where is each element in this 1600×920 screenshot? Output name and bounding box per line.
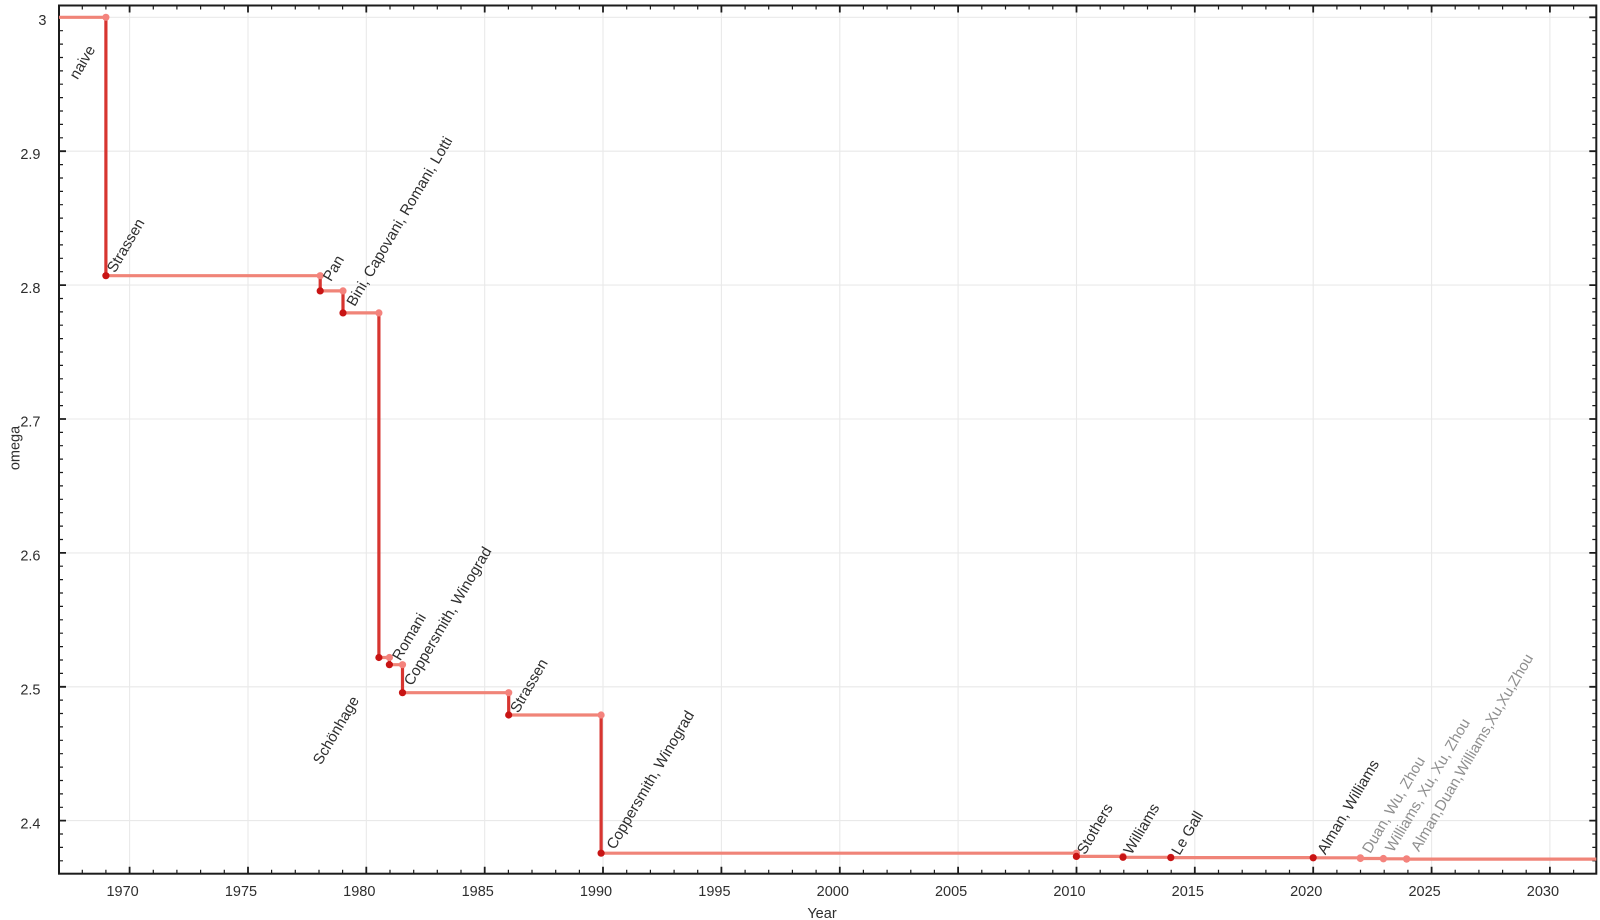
svg-text:1985: 1985 xyxy=(462,884,494,900)
svg-text:2030: 2030 xyxy=(1527,884,1559,900)
svg-text:2010: 2010 xyxy=(1053,884,1085,900)
svg-text:2.5: 2.5 xyxy=(20,683,40,699)
svg-text:2015: 2015 xyxy=(1172,884,1204,900)
svg-text:2.7: 2.7 xyxy=(20,415,40,431)
svg-text:1970: 1970 xyxy=(106,884,138,900)
svg-text:2020: 2020 xyxy=(1290,884,1322,900)
svg-text:1975: 1975 xyxy=(225,884,257,900)
svg-text:1990: 1990 xyxy=(580,884,612,900)
svg-text:1995: 1995 xyxy=(698,884,730,900)
svg-text:2025: 2025 xyxy=(1408,884,1440,900)
svg-text:1980: 1980 xyxy=(343,884,375,900)
svg-text:2.9: 2.9 xyxy=(20,147,40,163)
svg-text:Year: Year xyxy=(807,906,836,920)
svg-text:2000: 2000 xyxy=(817,884,849,900)
svg-text:2005: 2005 xyxy=(935,884,967,900)
svg-text:3: 3 xyxy=(38,13,46,29)
svg-text:2.4: 2.4 xyxy=(20,816,40,832)
svg-text:2.8: 2.8 xyxy=(20,281,40,297)
svg-text:2.6: 2.6 xyxy=(20,549,40,565)
svg-text:omega: omega xyxy=(8,425,24,470)
